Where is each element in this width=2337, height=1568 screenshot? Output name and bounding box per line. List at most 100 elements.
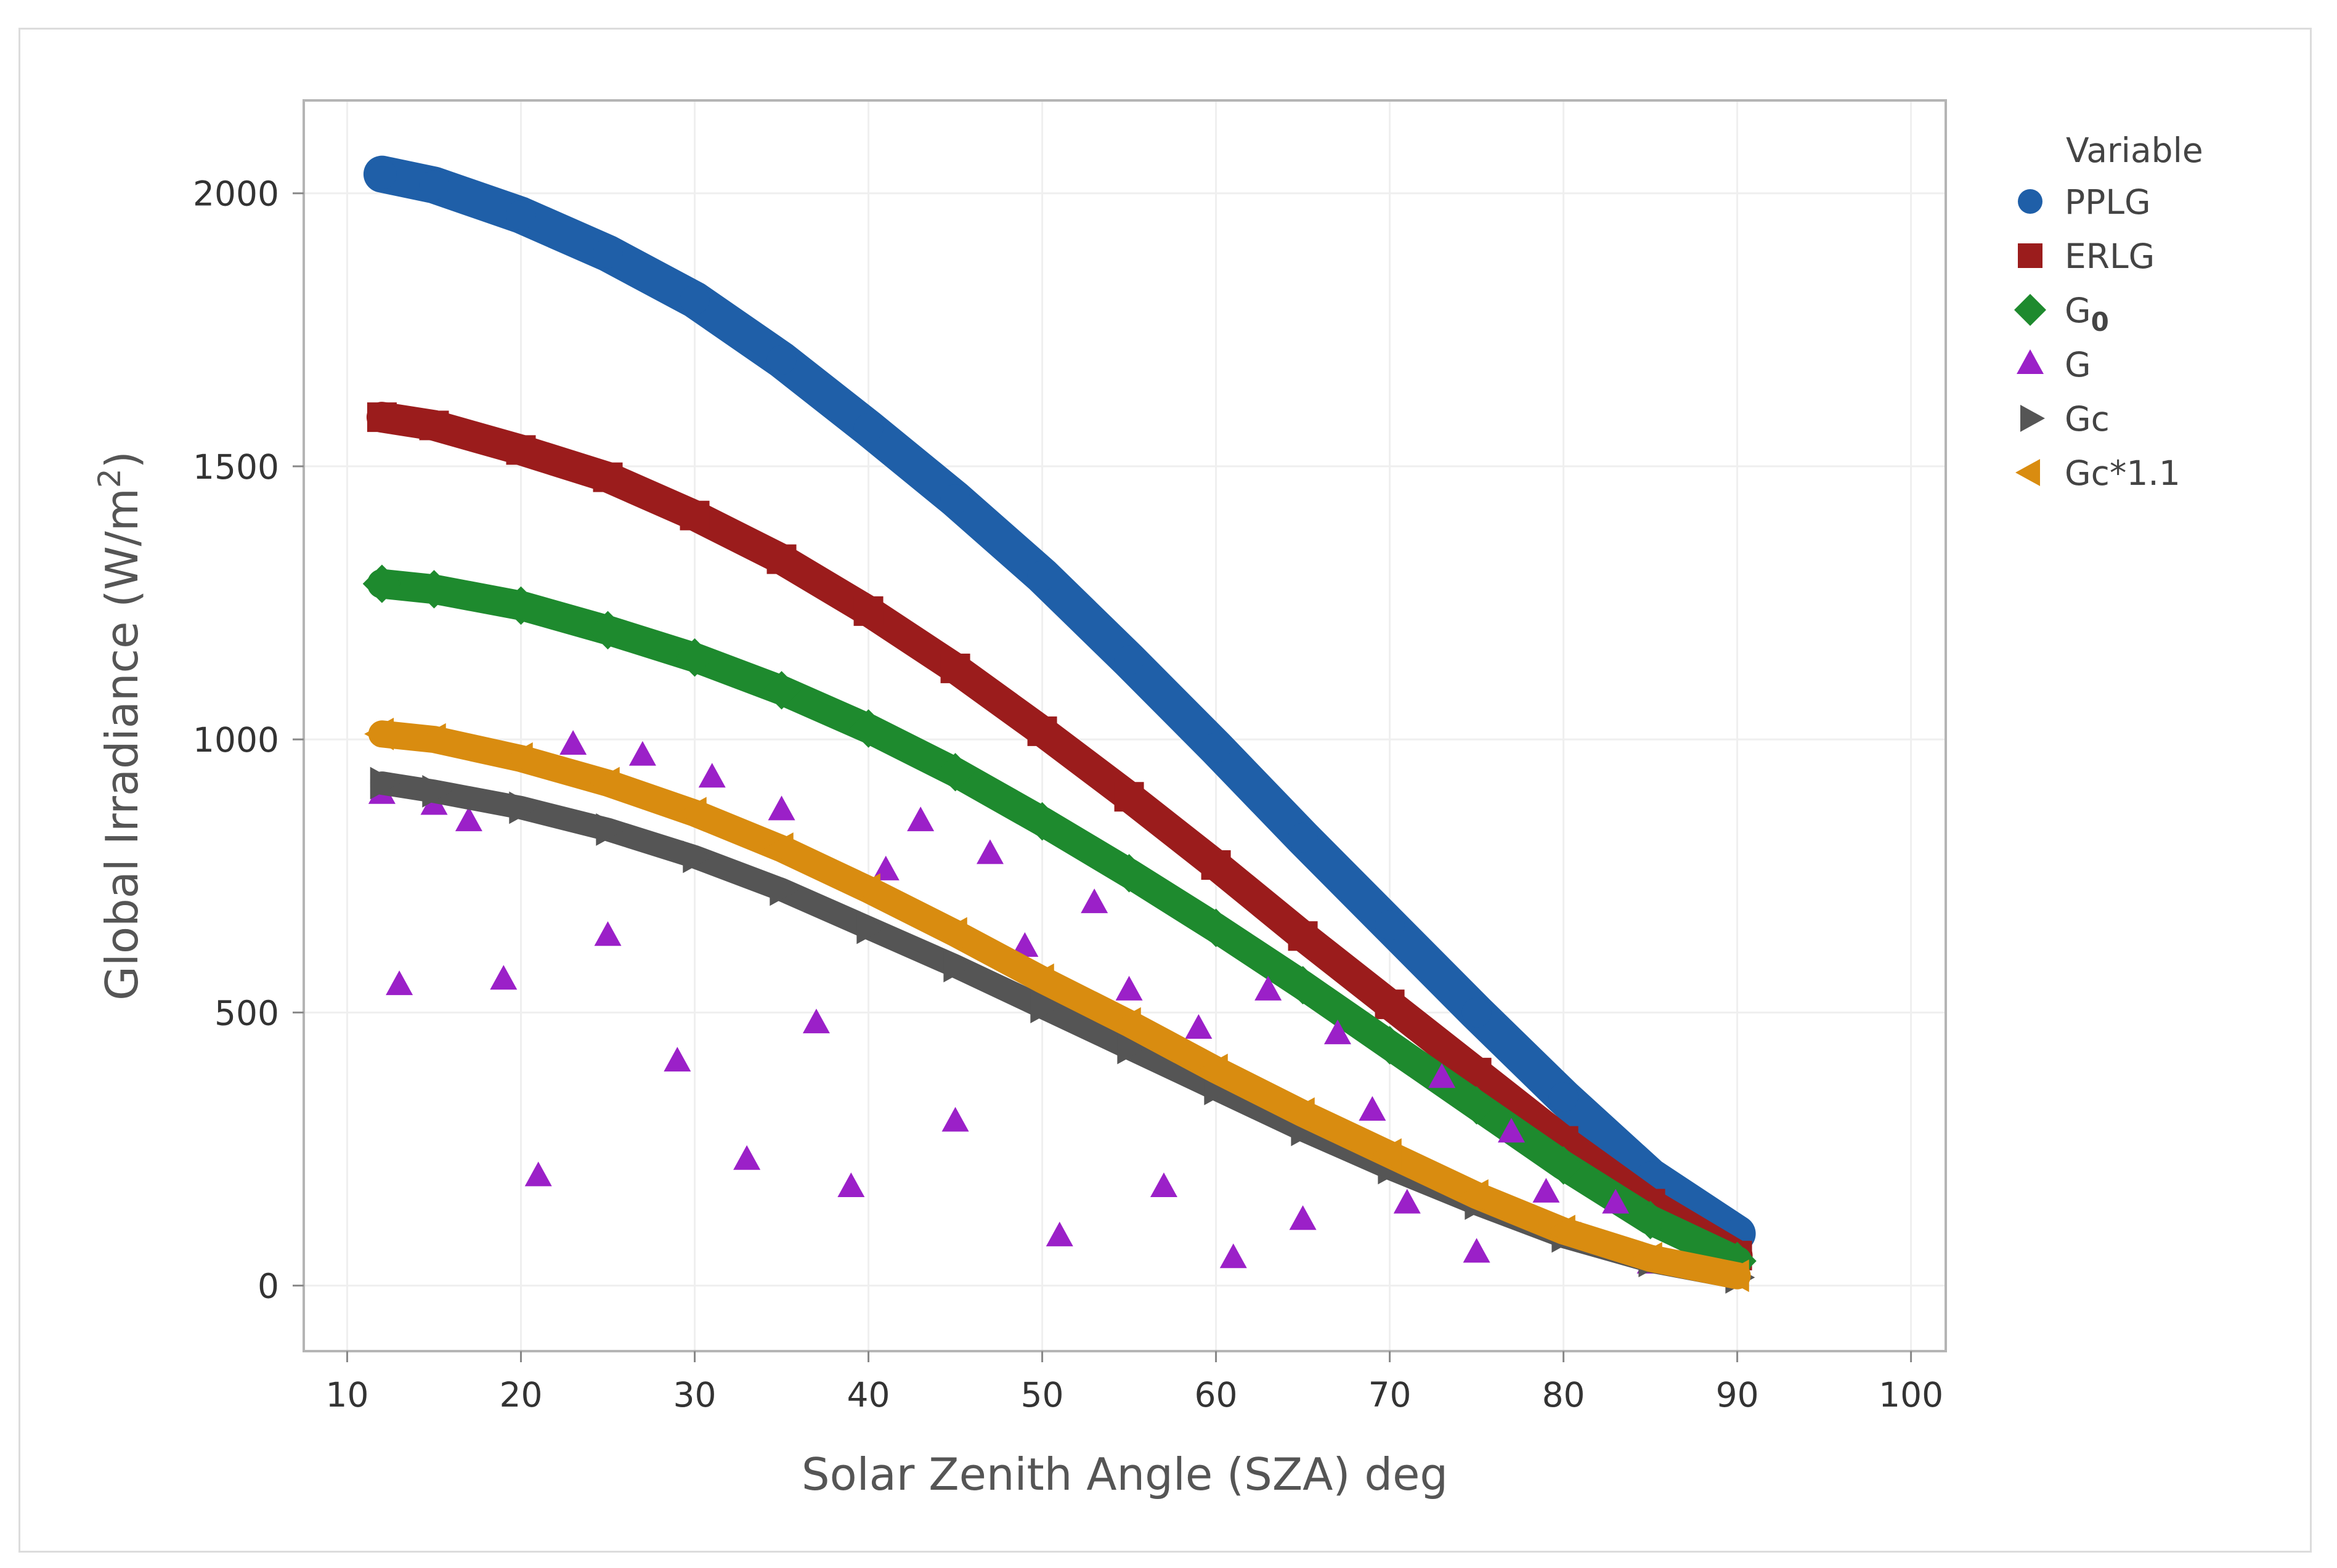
data-point	[976, 839, 1004, 864]
chart-frame: 10 20 30 40 50 60 70 80 90 100 0 500 1000 1500 2000 S…	[18, 28, 2312, 1553]
data-point	[768, 795, 795, 821]
data-point	[1461, 997, 1492, 1028]
legend-label-text: ERLG	[2065, 237, 2155, 276]
data-point	[502, 586, 540, 625]
legend-item: G0	[2014, 291, 2109, 337]
data-point	[1631, 1201, 1670, 1240]
data-point	[940, 484, 970, 514]
data-point	[1375, 910, 1405, 940]
legend-label: G0	[2065, 291, 2109, 337]
data-point	[1111, 1007, 1141, 1040]
series-band	[363, 155, 1756, 1253]
legend-label-text: G	[2065, 291, 2091, 330]
data-point	[1461, 1057, 1492, 1087]
data-point	[1375, 989, 1405, 1020]
data-point	[422, 774, 452, 808]
data-point	[664, 1047, 691, 1072]
data-point	[940, 653, 970, 683]
y-axis-title-main: Global Irradiance (W/m	[96, 488, 148, 1001]
data-point	[628, 741, 656, 766]
x-tick-label: 40	[847, 1375, 890, 1415]
data-point	[1027, 561, 1057, 591]
plot-area-border	[303, 99, 1947, 1352]
x-axis-title: Solar Zenith Angle (SZA) deg	[802, 1448, 1448, 1500]
legend-label: G	[2065, 345, 2091, 384]
series-g0	[362, 564, 1757, 1280]
data-point	[1719, 1259, 1749, 1293]
data-point	[1197, 908, 1235, 948]
data-point	[698, 763, 726, 788]
data-point	[1632, 1241, 1662, 1275]
data-point	[1370, 1026, 1409, 1065]
data-point	[559, 730, 587, 755]
data-point	[1497, 1118, 1525, 1143]
y-tick-label: 1500	[193, 447, 279, 487]
legend-label: PPLG	[2065, 182, 2151, 222]
data-point	[364, 717, 394, 750]
data-point	[419, 410, 449, 441]
data-point	[1283, 965, 1322, 1005]
data-point	[1117, 1031, 1147, 1065]
data-point	[367, 402, 397, 433]
data-point	[1393, 1188, 1421, 1214]
data-point	[1115, 975, 1143, 1001]
legend-label-text: Gc	[2065, 399, 2110, 439]
data-point	[1046, 1221, 1073, 1246]
data-point	[1201, 850, 1231, 880]
data-point	[853, 413, 884, 443]
y-axis-title-superscript: 2	[92, 468, 128, 488]
data-point	[943, 949, 973, 983]
x-tick-label: 100	[1879, 1375, 1943, 1415]
y-axis-title: Global Irradiance (W/m2)	[92, 451, 148, 1001]
data-points	[362, 155, 1757, 1294]
data-point	[936, 753, 975, 792]
legend-label-text: Gc*1.1	[2065, 453, 2181, 493]
data-point	[856, 911, 887, 944]
data-point	[416, 723, 446, 756]
data-point	[419, 170, 449, 200]
data-point	[733, 1145, 761, 1170]
x-tick-label: 10	[326, 1375, 369, 1415]
data-point	[1150, 1172, 1177, 1198]
data-point	[1219, 1243, 1247, 1269]
data-point	[593, 462, 623, 492]
data-point	[1254, 975, 1282, 1001]
data-point	[766, 544, 797, 574]
data-point	[802, 1009, 830, 1034]
data-point	[937, 917, 967, 950]
data-point	[1081, 888, 1108, 914]
data-point	[762, 671, 801, 710]
data-point	[907, 806, 935, 832]
legend-marker	[2018, 189, 2042, 214]
data-point	[1185, 1014, 1213, 1039]
data-point	[850, 873, 880, 906]
data-point	[1030, 991, 1060, 1023]
data-point	[1110, 854, 1148, 893]
data-point	[1114, 645, 1144, 675]
legend-label-subscript: 0	[2091, 307, 2109, 337]
legend-item: Gc*1.1	[2015, 453, 2181, 493]
legend-title: Variable	[2066, 131, 2203, 170]
y-tick-label: 500	[214, 993, 279, 1033]
data-point	[1011, 932, 1039, 957]
x-tick-label: 50	[1021, 1375, 1064, 1415]
legend-marker	[2014, 294, 2046, 326]
y-tick-label: 0	[258, 1267, 279, 1306]
data-point	[683, 840, 713, 874]
data-point	[1024, 963, 1054, 996]
data-point	[680, 500, 710, 530]
data-point	[362, 564, 402, 603]
data-point	[386, 970, 413, 996]
data-point	[675, 638, 714, 677]
data-point	[1544, 1146, 1583, 1185]
data-point	[763, 832, 794, 865]
y-tick-label: 1000	[193, 720, 279, 760]
x-tick-label: 60	[1195, 1375, 1238, 1415]
data-point	[506, 435, 536, 465]
legend-label: ERLG	[2065, 237, 2155, 276]
series-pplg	[363, 155, 1756, 1253]
series-band	[370, 771, 1749, 1290]
legend-label-text: PPLG	[2065, 182, 2151, 222]
series-erlg	[366, 402, 1753, 1271]
